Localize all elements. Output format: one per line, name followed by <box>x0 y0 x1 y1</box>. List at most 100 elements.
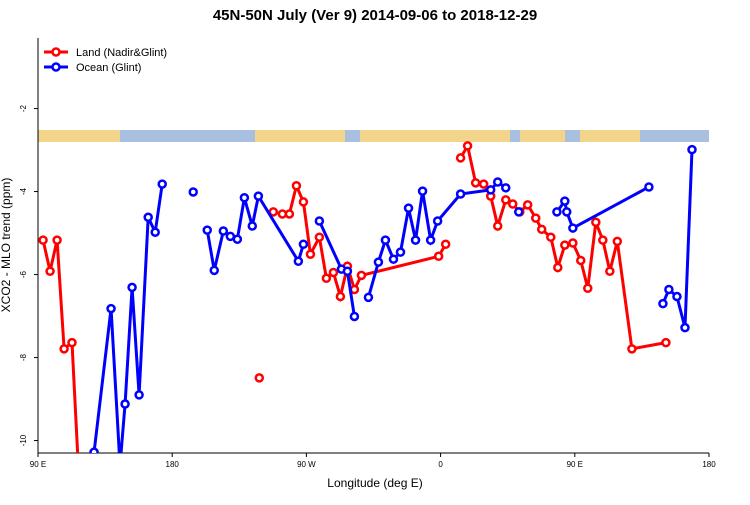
data-point <box>568 223 578 233</box>
data-point <box>536 224 547 235</box>
data-point <box>45 266 55 276</box>
data-point <box>395 247 406 257</box>
data-point <box>661 337 671 348</box>
data-point <box>134 390 144 400</box>
data-point <box>127 282 137 293</box>
data-point <box>591 217 601 228</box>
legend-label: Land (Nadir&Glint) <box>76 47 167 59</box>
data-point <box>552 207 562 217</box>
data-point <box>627 344 637 354</box>
data-point <box>680 322 690 333</box>
data-point <box>485 185 496 195</box>
data-point <box>568 238 578 248</box>
data-point <box>388 254 399 264</box>
data-point <box>321 273 332 284</box>
data-point <box>462 141 473 151</box>
y-tick-label: -10 <box>19 434 28 446</box>
data-point <box>501 183 511 193</box>
data-point <box>75 462 82 469</box>
data-point <box>293 256 304 267</box>
legend-marker <box>51 47 61 57</box>
x-tick-label: 0 <box>438 460 443 469</box>
data-point <box>433 251 444 262</box>
y-axis-label: XCO2 - MLO trend (ppm) <box>0 178 13 313</box>
data-point <box>470 178 481 188</box>
data-point <box>664 284 674 295</box>
data-point <box>425 235 436 245</box>
data-point <box>298 239 309 250</box>
data-point <box>403 203 414 213</box>
data-point <box>335 291 346 302</box>
data-point <box>373 257 384 267</box>
y-tick-label: -4 <box>19 187 28 195</box>
data-point <box>546 232 556 242</box>
x-tick-label: 90 W <box>297 460 316 469</box>
data-point <box>209 265 219 276</box>
data-point <box>561 207 572 217</box>
data-point <box>612 236 623 247</box>
chart-title: 45N-50N July (Ver 9) 2014-09-06 to 2018-… <box>213 7 537 24</box>
data-point <box>432 216 443 226</box>
x-tick-label: 90 E <box>30 460 46 469</box>
x-tick-label: 180 <box>166 460 180 469</box>
data-point <box>508 199 518 209</box>
data-point <box>560 240 570 250</box>
plot-area <box>38 141 697 469</box>
data-point <box>522 200 533 210</box>
data-point <box>52 235 62 245</box>
data-point <box>658 298 668 309</box>
land-strip <box>38 130 709 142</box>
data-point <box>291 180 302 191</box>
data-point <box>576 255 586 266</box>
data-point <box>298 197 309 207</box>
data-point <box>253 191 264 201</box>
data-point <box>314 216 325 226</box>
data-point <box>672 291 682 302</box>
data-point <box>38 235 48 245</box>
data-point <box>513 207 524 217</box>
data-point <box>328 267 339 278</box>
data-point <box>106 303 116 314</box>
data-point <box>455 189 466 199</box>
data-point <box>440 239 451 250</box>
data-point <box>356 270 367 281</box>
y-tick-label: -6 <box>19 270 28 278</box>
data-point <box>553 262 563 273</box>
data-point <box>560 196 570 206</box>
data-point <box>202 225 212 235</box>
data-point <box>687 144 697 155</box>
data-point <box>59 344 69 354</box>
data-point <box>478 179 489 189</box>
data-point <box>363 292 374 303</box>
data-point <box>349 311 360 322</box>
data-point <box>605 266 615 276</box>
y-tick-label: -8 <box>19 353 28 361</box>
data-point <box>417 186 428 196</box>
data-point <box>314 232 325 242</box>
data-point <box>239 193 250 203</box>
data-point <box>410 235 421 245</box>
data-point <box>380 235 391 245</box>
data-point <box>157 179 167 189</box>
x-axis-label: Longitude (deg E) <box>327 476 422 490</box>
x-tick-label: 180 <box>702 460 716 469</box>
data-point <box>501 195 511 205</box>
data-point <box>644 182 654 192</box>
data-point <box>247 221 258 231</box>
data-point <box>284 209 295 219</box>
data-point <box>530 213 541 223</box>
legend-marker <box>51 62 61 72</box>
data-point <box>492 221 503 231</box>
data-point <box>232 234 243 245</box>
data-point <box>89 447 99 453</box>
data-point <box>143 212 153 223</box>
data-point <box>117 462 124 469</box>
data-point <box>218 226 229 236</box>
data-point <box>188 187 198 197</box>
data-point <box>120 399 130 409</box>
data-point <box>305 249 316 259</box>
data-point <box>254 373 265 383</box>
data-point <box>455 153 466 163</box>
data-point <box>150 227 160 237</box>
